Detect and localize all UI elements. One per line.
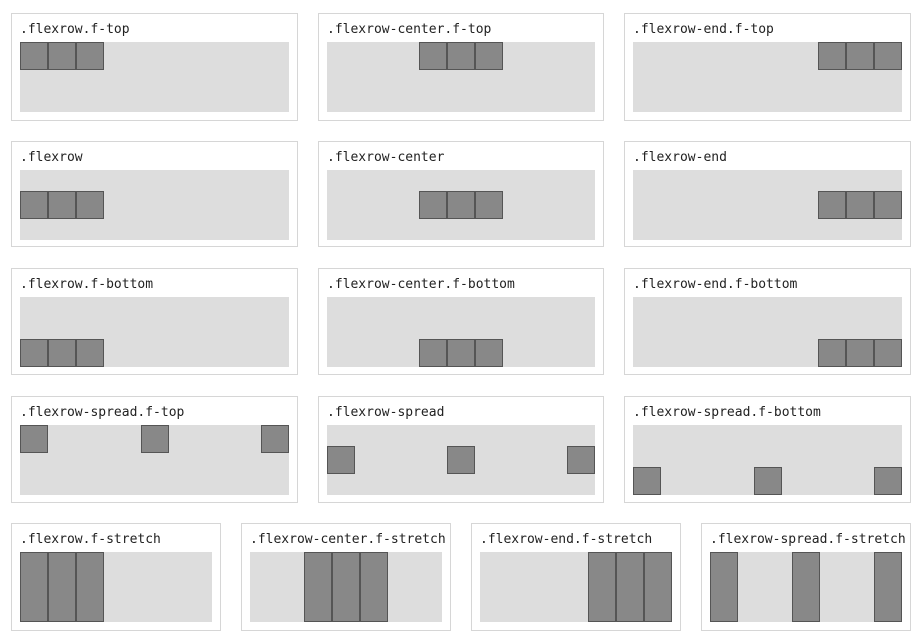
- demo-box: [261, 425, 289, 453]
- demo-card-flexrow-end: .flexrow-end: [624, 141, 911, 247]
- demo-label: .flexrow: [20, 150, 83, 165]
- demo-label: .flexrow-end.f-stretch: [480, 532, 653, 547]
- demo-box: [818, 339, 846, 367]
- demo-box: [475, 42, 503, 70]
- demo-area: [327, 297, 595, 367]
- demo-box: [360, 552, 388, 622]
- demo-box: [874, 552, 902, 622]
- demo-box: [846, 339, 874, 367]
- demo-box: [304, 552, 332, 622]
- demo-box: [792, 552, 820, 622]
- demo-box: [20, 42, 48, 70]
- demo-card-flexrow-f-top: .flexrow.f-top: [11, 13, 298, 121]
- demo-card-flexrow-end-f-bottom: .flexrow-end.f-bottom: [624, 268, 911, 375]
- demo-area: [20, 42, 289, 112]
- demo-area: [327, 425, 595, 495]
- demo-box: [76, 339, 104, 367]
- demo-box: [846, 42, 874, 70]
- demo-box: [327, 446, 355, 474]
- demo-box: [48, 191, 76, 219]
- demo-label: .flexrow-center.f-bottom: [327, 277, 515, 292]
- demo-label: .flexrow-end: [633, 150, 727, 165]
- demo-box: [475, 339, 503, 367]
- demo-label: .flexrow.f-stretch: [20, 532, 161, 547]
- demo-card-flexrow-end-f-stretch: .flexrow-end.f-stretch: [471, 523, 681, 631]
- demo-box: [419, 191, 447, 219]
- demo-box: [874, 42, 902, 70]
- demo-box: [447, 446, 475, 474]
- demo-box: [76, 552, 104, 622]
- demo-card-flexrow-spread: .flexrow-spread: [318, 396, 604, 503]
- demo-box: [419, 339, 447, 367]
- demo-card-flexrow-spread-f-bottom: .flexrow-spread.f-bottom: [624, 396, 911, 503]
- demo-card-flexrow-center-f-bottom: .flexrow-center.f-bottom: [318, 268, 604, 375]
- demo-box: [475, 191, 503, 219]
- demo-label: .flexrow-spread.f-stretch: [710, 532, 906, 547]
- demo-box: [447, 191, 475, 219]
- demo-box: [76, 191, 104, 219]
- demo-box: [20, 552, 48, 622]
- demo-area: [20, 552, 212, 622]
- demo-label: .flexrow-spread.f-top: [20, 405, 185, 420]
- demo-box: [447, 339, 475, 367]
- demo-box: [588, 552, 616, 622]
- demo-box: [332, 552, 360, 622]
- demo-label: .flexrow.f-bottom: [20, 277, 154, 292]
- demo-box: [710, 552, 738, 622]
- demo-box: [846, 191, 874, 219]
- demo-area: [250, 552, 442, 622]
- demo-area: [710, 552, 902, 622]
- demo-box: [419, 42, 447, 70]
- demo-card-flexrow-center: .flexrow-center: [318, 141, 604, 247]
- demo-box: [447, 42, 475, 70]
- demo-area: [633, 42, 902, 112]
- demo-area: [633, 170, 902, 240]
- demo-box: [567, 446, 595, 474]
- demo-area: [20, 170, 289, 240]
- demo-box: [644, 552, 672, 622]
- demo-box: [874, 191, 902, 219]
- demo-label: .flexrow-center: [327, 150, 445, 165]
- demo-box: [48, 339, 76, 367]
- demo-card-flexrow-f-stretch: .flexrow.f-stretch: [11, 523, 221, 631]
- demo-box: [818, 42, 846, 70]
- demo-box: [140, 425, 169, 453]
- demo-area: [327, 170, 595, 240]
- demo-label: .flexrow-spread.f-bottom: [633, 405, 821, 420]
- demo-box: [76, 42, 104, 70]
- demo-card-flexrow-end-f-top: .flexrow-end.f-top: [624, 13, 911, 121]
- demo-label: .flexrow-center.f-stretch: [250, 532, 446, 547]
- demo-area: [633, 297, 902, 367]
- demo-label: .flexrow.f-top: [20, 22, 130, 37]
- demo-box: [48, 552, 76, 622]
- demo-label: .flexrow-spread: [327, 405, 445, 420]
- demo-card-flexrow-spread-f-top: .flexrow-spread.f-top: [11, 396, 298, 503]
- demo-card-flexrow: .flexrow: [11, 141, 298, 247]
- demo-area: [327, 42, 595, 112]
- demo-box: [20, 339, 48, 367]
- demo-card-flexrow-center-f-stretch: .flexrow-center.f-stretch: [241, 523, 451, 631]
- demo-box: [48, 42, 76, 70]
- demo-box: [818, 191, 846, 219]
- demo-box: [616, 552, 644, 622]
- demo-box: [874, 467, 902, 495]
- demo-box: [20, 191, 48, 219]
- demo-card-flexrow-center-f-top: .flexrow-center.f-top: [318, 13, 604, 121]
- demo-box: [874, 339, 902, 367]
- demo-card-flexrow-spread-f-stretch: .flexrow-spread.f-stretch: [701, 523, 911, 631]
- demo-label: .flexrow-end.f-top: [633, 22, 774, 37]
- demo-area: [633, 425, 902, 495]
- demo-box: [20, 425, 48, 453]
- demo-box: [753, 467, 782, 495]
- demo-label: .flexrow-end.f-bottom: [633, 277, 798, 292]
- demo-box: [633, 467, 661, 495]
- demo-area: [20, 425, 289, 495]
- demo-label: .flexrow-center.f-top: [327, 22, 492, 37]
- demo-area: [20, 297, 289, 367]
- demo-area: [480, 552, 672, 622]
- demo-card-flexrow-f-bottom: .flexrow.f-bottom: [11, 268, 298, 375]
